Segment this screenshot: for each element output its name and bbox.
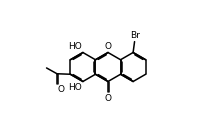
Text: Br: Br xyxy=(130,31,140,40)
Text: HO: HO xyxy=(68,42,82,51)
Text: HO: HO xyxy=(68,83,82,92)
Text: O: O xyxy=(58,85,65,94)
Text: O: O xyxy=(105,94,112,103)
Text: O: O xyxy=(105,42,112,51)
